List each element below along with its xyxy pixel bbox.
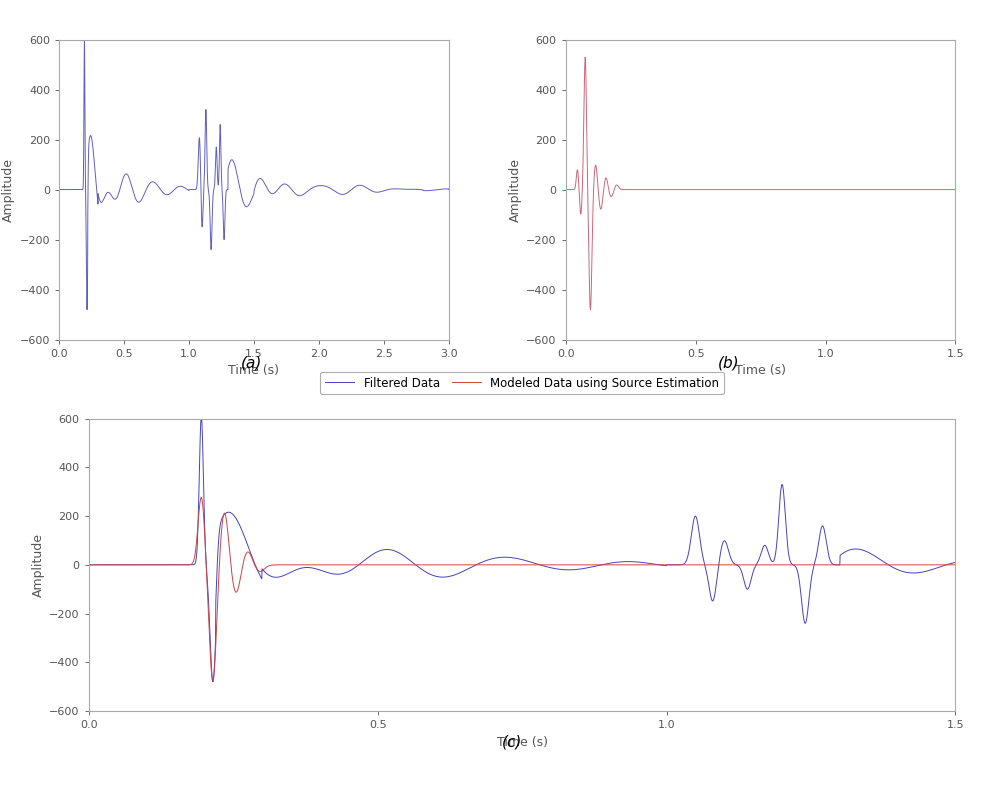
Modeled Data using Source Estimation bbox=[233, 577, 245, 587]
Filtered Data bbox=[195, 412, 207, 421]
Modeled Data using Source Estimation bbox=[416, 560, 427, 570]
Modeled Data using Source Estimation bbox=[453, 560, 465, 570]
Filtered Data bbox=[839, 547, 851, 556]
Filtered Data bbox=[207, 677, 219, 687]
Filtered Data bbox=[233, 520, 245, 529]
Y-axis label: Amplitude: Amplitude bbox=[32, 532, 45, 597]
Line: Modeled Data using Source Estimation: Modeled Data using Source Estimation bbox=[89, 498, 955, 681]
Filtered Data bbox=[950, 558, 961, 567]
Text: (c): (c) bbox=[502, 735, 522, 750]
Text: (a): (a) bbox=[240, 356, 262, 371]
Filtered Data bbox=[416, 565, 427, 574]
Modeled Data using Source Estimation bbox=[83, 560, 95, 570]
Modeled Data using Source Estimation bbox=[195, 493, 207, 502]
X-axis label: Time (s): Time (s) bbox=[735, 364, 786, 378]
Filtered Data bbox=[181, 560, 193, 570]
Modeled Data using Source Estimation bbox=[950, 560, 961, 570]
Y-axis label: Amplitude: Amplitude bbox=[2, 157, 16, 222]
Legend: Filtered Data, Modeled Data using Source Estimation: Filtered Data, Modeled Data using Source… bbox=[320, 372, 724, 394]
Modeled Data using Source Estimation bbox=[933, 560, 945, 570]
Filtered Data bbox=[453, 568, 465, 577]
Modeled Data using Source Estimation bbox=[207, 676, 219, 686]
Filtered Data bbox=[933, 562, 945, 572]
Modeled Data using Source Estimation bbox=[839, 560, 851, 570]
X-axis label: Time (s): Time (s) bbox=[496, 735, 548, 749]
Text: (b): (b) bbox=[718, 356, 740, 371]
X-axis label: Time (s): Time (s) bbox=[229, 364, 280, 378]
Filtered Data bbox=[83, 560, 95, 570]
Modeled Data using Source Estimation bbox=[181, 560, 193, 570]
Line: Filtered Data: Filtered Data bbox=[89, 416, 955, 682]
Y-axis label: Amplitude: Amplitude bbox=[509, 157, 522, 222]
